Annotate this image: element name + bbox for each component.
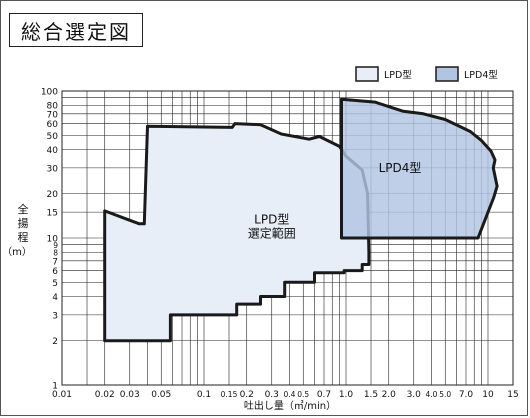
x-tick-label-0-7: 0.7 bbox=[317, 390, 331, 400]
y-tick-label-3: 3 bbox=[52, 311, 58, 321]
x-tick-label-15: 15 bbox=[507, 390, 518, 400]
series-areas bbox=[103, 97, 499, 343]
x-tick-label-0-2: 0.2 bbox=[240, 390, 254, 400]
y-tick-label-30: 30 bbox=[47, 164, 59, 174]
x-tick-label-4-0: 4.0 bbox=[426, 390, 438, 399]
x-tick-label-10: 10 bbox=[482, 390, 494, 400]
y-tick-label-60: 60 bbox=[47, 120, 59, 130]
y-tick-label-10: 10 bbox=[47, 235, 59, 245]
legend-swatch-lpd bbox=[355, 66, 379, 82]
chart-title: 総合選定図 bbox=[9, 13, 143, 47]
x-tick-label-0-01: 0.01 bbox=[52, 390, 72, 400]
x-tick-label-3-0: 3.0 bbox=[407, 390, 422, 400]
y-tick-label-70: 70 bbox=[47, 110, 59, 120]
x-tick-labels: 0.01 0.02 0.03 0.05 0.1 0.15 0.2 0.3 0.4 0.5 0.7 1.… bbox=[52, 390, 519, 400]
plot-area-border bbox=[61, 90, 514, 386]
series-area-lpd4 bbox=[340, 97, 499, 240]
x-tick-label-0-5: 0.5 bbox=[297, 390, 309, 399]
y-tick-label-7: 7 bbox=[52, 257, 58, 267]
y-tick-label-15: 15 bbox=[47, 209, 58, 219]
x-tick-label-0-03: 0.03 bbox=[120, 390, 140, 400]
y-tick-label-80: 80 bbox=[47, 102, 59, 112]
x-tick-label-0-05: 0.05 bbox=[151, 390, 171, 400]
y-tick-label-1: 1 bbox=[52, 382, 58, 392]
plot-border bbox=[61, 90, 514, 386]
y-tick-label-40: 40 bbox=[47, 146, 59, 156]
y-tick-label-2: 2 bbox=[52, 337, 58, 347]
legend: LPD型 LPD4型 bbox=[355, 66, 498, 82]
x-axis-label: 吐出し量（㎥/min） bbox=[244, 399, 336, 412]
x-tick-label-1-5: 1.5 bbox=[364, 390, 378, 400]
x-tick-label-1-0: 1.0 bbox=[339, 390, 354, 400]
x-tick-label-7-0: 7.0 bbox=[459, 390, 474, 400]
y-axis-label-part-0: 全 bbox=[18, 202, 29, 216]
axis-labels: 吐出し量（㎥/min） 全揚程 （m） bbox=[2, 202, 336, 412]
legend-swatch-lpd4 bbox=[435, 66, 459, 82]
y-tick-label-100: 100 bbox=[41, 88, 58, 98]
y-axis-label-part-1: 揚 bbox=[18, 217, 29, 230]
x-tick-label-0-02: 0.02 bbox=[95, 390, 115, 400]
y-axis-label-part-3: （m） bbox=[2, 246, 32, 258]
legend-label-lpd4: LPD4型 bbox=[464, 70, 498, 81]
y-tick-label-50: 50 bbox=[47, 132, 59, 142]
y-tick-label-8: 8 bbox=[53, 249, 58, 258]
legend-label-lpd: LPD型 bbox=[384, 70, 412, 81]
y-tick-label-4: 4 bbox=[52, 293, 58, 303]
x-tick-label-5-0: 5.0 bbox=[439, 390, 451, 399]
x-tick-label-0-4: 0.4 bbox=[284, 390, 296, 399]
y-tick-label-9: 9 bbox=[53, 241, 58, 250]
region-label-lpd4-0: LPD4型 bbox=[379, 161, 422, 175]
x-tick-label-0-15: 0.15 bbox=[221, 390, 238, 399]
x-tick-label-0-1: 0.1 bbox=[197, 390, 211, 400]
y-tick-label-6: 6 bbox=[52, 267, 58, 277]
region-label-lpd-0: LPD型 bbox=[254, 212, 289, 226]
series-area-lpd bbox=[103, 122, 371, 343]
y-tick-label-5: 5 bbox=[52, 279, 58, 289]
y-axis-label-part-2: 程 bbox=[18, 231, 29, 244]
x-tick-label-2-0: 2.0 bbox=[382, 390, 397, 400]
x-tick-label-0-3: 0.3 bbox=[265, 390, 279, 400]
region-label-lpd-1: 選定範囲 bbox=[248, 225, 296, 240]
y-tick-label-20: 20 bbox=[47, 190, 59, 200]
